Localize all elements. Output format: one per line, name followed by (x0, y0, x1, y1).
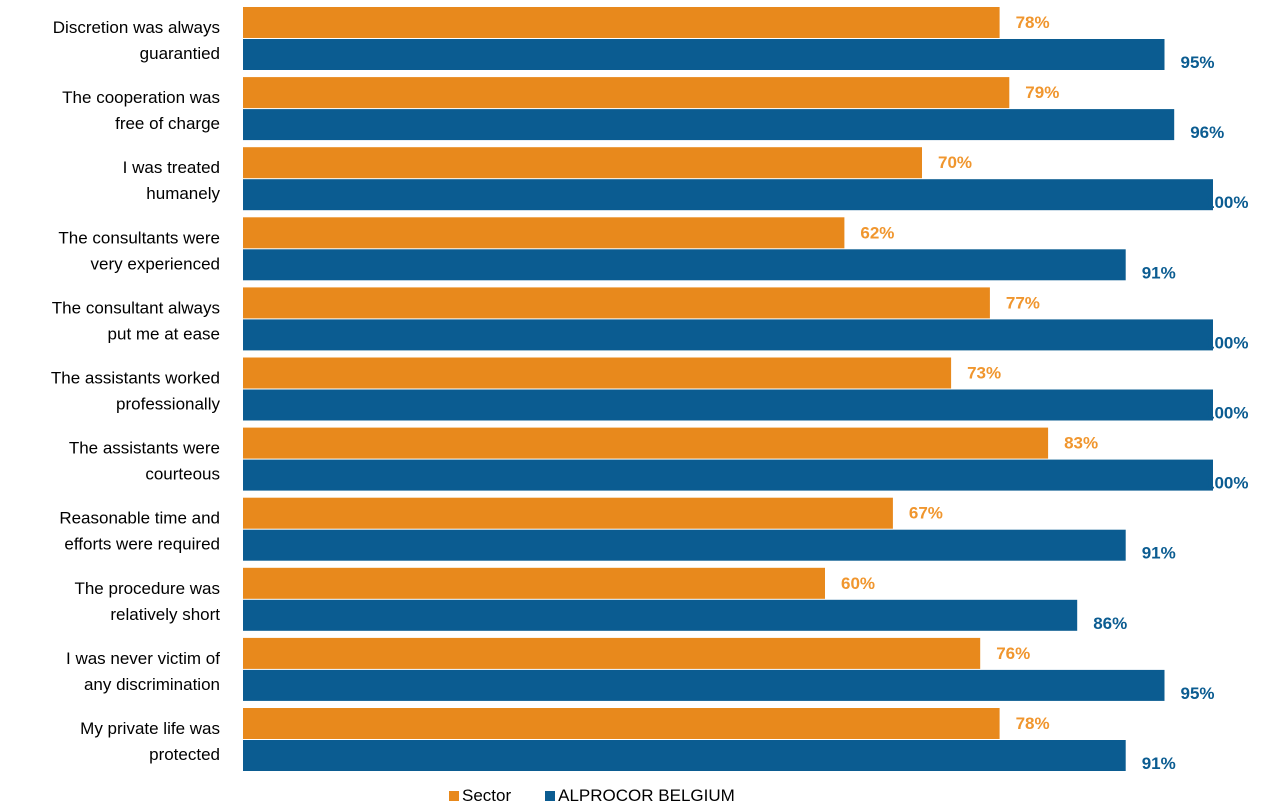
bar-sector (243, 147, 922, 179)
bar-alprocor (243, 319, 1213, 351)
bar-sector (243, 7, 1000, 38)
bar-alprocor (243, 179, 1213, 211)
data-label-sector: 60% (841, 574, 875, 593)
category-label: I was treated humanely (123, 158, 221, 203)
data-label-sector: 79% (1025, 83, 1059, 102)
legend-item-sector: Sector (449, 786, 511, 806)
data-label-alprocor: 96% (1190, 123, 1224, 142)
bar-alprocor (243, 529, 1126, 561)
category-label: The procedure was relatively short (74, 579, 220, 624)
category-label: The assistants worked professionally (51, 369, 221, 414)
data-label-sector: 62% (860, 223, 894, 242)
bar-sector (243, 287, 990, 319)
legend-label-sector: Sector (462, 786, 512, 805)
category-label: Discretion was always guarantied (53, 18, 220, 63)
data-label-sector: 77% (1006, 293, 1040, 312)
category-label: Reasonable time and efforts were required (59, 509, 220, 554)
data-label-sector: 78% (1016, 13, 1050, 32)
category-label: The consultants were very experienced (58, 228, 220, 273)
data-label-alprocor: 91% (1142, 544, 1176, 563)
data-label-sector: 67% (909, 504, 943, 523)
legend-swatch-alprocor (545, 791, 556, 801)
bar-alprocor (243, 249, 1126, 281)
bar-alprocor (243, 39, 1165, 70)
data-label-alprocor: 95% (1181, 53, 1215, 72)
bar-alprocor (243, 389, 1213, 421)
data-label-sector: 78% (1016, 714, 1050, 733)
legend-item-alprocor: ALPROCOR BELGIUM (545, 786, 735, 806)
category-label: The consultant always put me at ease (52, 298, 220, 343)
data-label-alprocor: 91% (1142, 263, 1176, 282)
data-label-alprocor: 100% (1205, 474, 1248, 493)
bar-sector (243, 708, 1000, 739)
legend-swatch-sector (449, 791, 459, 801)
bar-sector (243, 427, 1049, 459)
bar-sector (243, 77, 1010, 109)
bar-alprocor (243, 669, 1165, 701)
data-label-alprocor: 100% (1205, 333, 1248, 352)
bar-alprocor (243, 459, 1213, 491)
bar-alprocor (243, 599, 1078, 631)
data-label-alprocor: 86% (1093, 614, 1127, 633)
category-label: My private life was protected (80, 719, 220, 764)
chart-legend: Sector ALPROCOR BELGIUM (449, 786, 735, 806)
bar-alprocor (243, 740, 1126, 771)
data-label-alprocor: 95% (1181, 684, 1215, 703)
data-label-sector: 70% (938, 153, 972, 172)
data-label-alprocor: 100% (1205, 193, 1248, 212)
legend-label-alprocor: ALPROCOR BELGIUM (558, 786, 735, 805)
data-label-alprocor: 100% (1205, 404, 1248, 423)
category-label: The cooperation was free of charge (62, 88, 220, 133)
data-label-sector: 76% (996, 644, 1030, 663)
data-label-alprocor: 91% (1142, 754, 1176, 773)
bar-sector (243, 497, 893, 529)
bar-sector (243, 357, 952, 389)
data-label-sector: 73% (967, 364, 1001, 383)
category-label: I was never victim of any discrimination (66, 649, 220, 694)
bar-sector (243, 637, 981, 669)
bar-sector (243, 567, 825, 599)
bar-sector (243, 217, 845, 249)
data-label-sector: 83% (1064, 434, 1098, 453)
category-label: The assistants were courteous (69, 439, 220, 484)
bar-alprocor (243, 109, 1175, 141)
